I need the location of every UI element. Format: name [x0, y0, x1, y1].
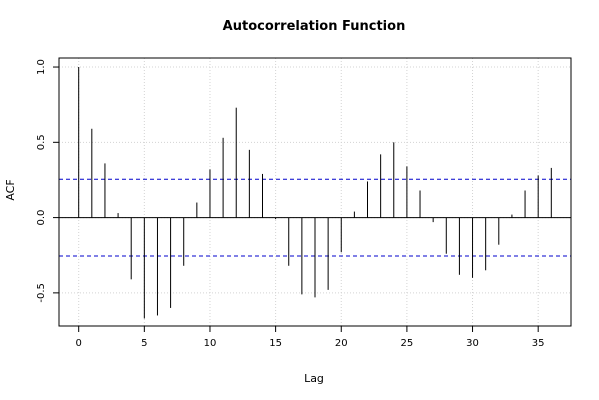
y-axis-label: ACF	[4, 179, 17, 200]
y-tick-label: 1.0	[36, 59, 47, 75]
x-axis: 0 5 10 15 20 25 30 35	[76, 326, 545, 349]
y-tick-label: 0.0	[36, 210, 47, 226]
acf-spikes	[78, 67, 552, 319]
y-tick-label: 0.5	[36, 134, 47, 150]
x-tick-label: 25	[401, 338, 414, 349]
x-tick-label: 35	[532, 338, 545, 349]
plot-frame	[58, 57, 572, 327]
x-tick-label: 30	[466, 338, 479, 349]
y-tick-label: -0.5	[36, 283, 47, 303]
x-tick-label: 0	[76, 338, 82, 349]
x-tick-label: 20	[335, 338, 348, 349]
chart-title: Autocorrelation Function	[223, 19, 406, 34]
x-tick-label: 5	[141, 338, 147, 349]
x-tick-label: 10	[204, 338, 217, 349]
x-axis-label: Lag	[304, 372, 324, 385]
y-axis: -0.5 0.0 0.5 1.0	[36, 59, 59, 303]
x-tick-label: 15	[269, 338, 282, 349]
